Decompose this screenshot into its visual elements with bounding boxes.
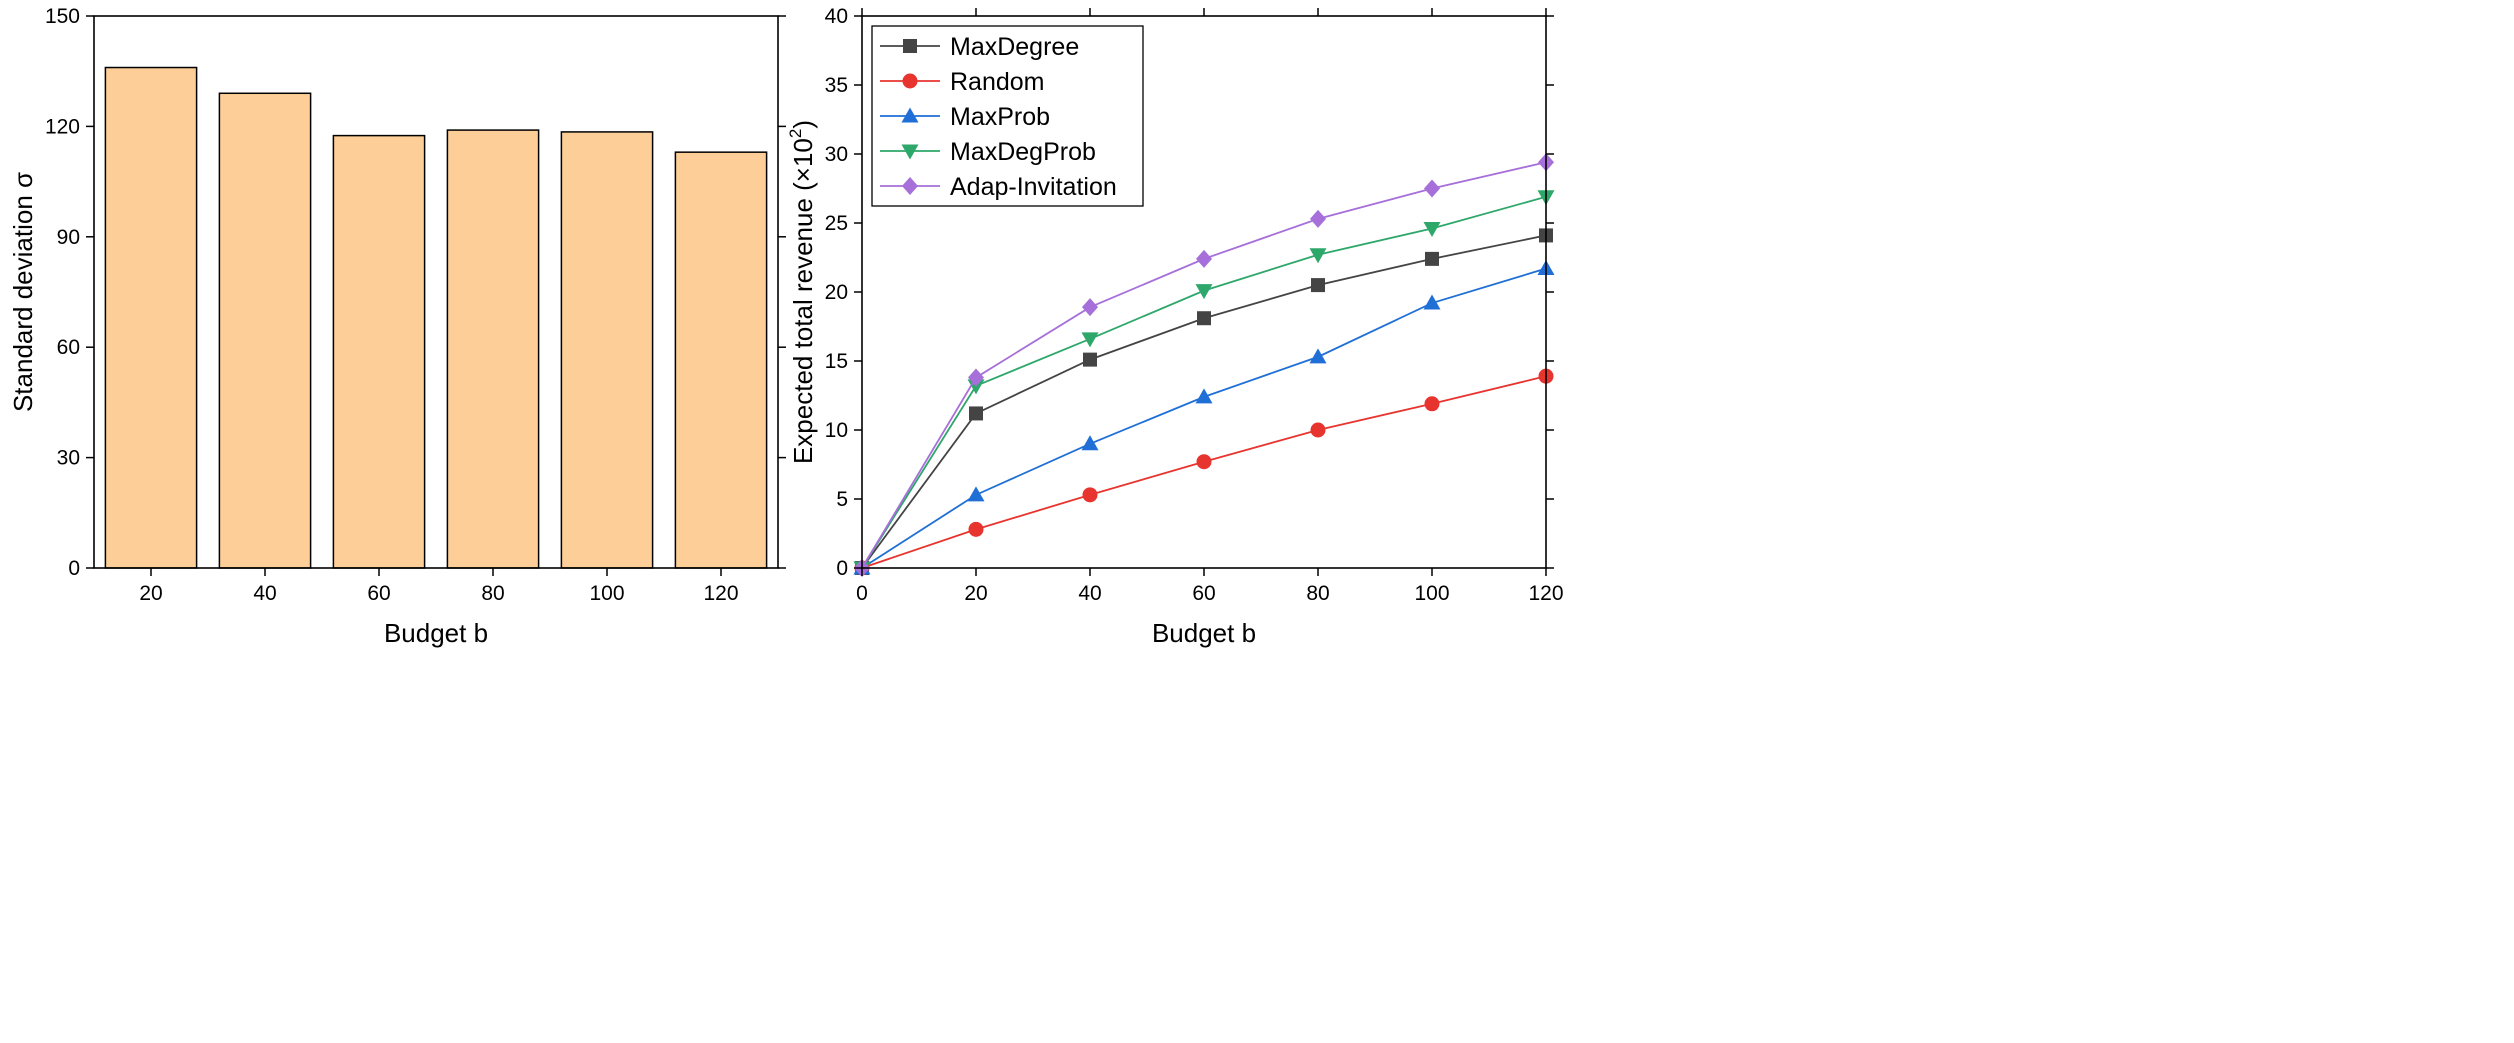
legend-marker bbox=[903, 39, 917, 53]
legend-item-maxdegprob: MaxDegProb bbox=[880, 138, 1096, 166]
legend-marker bbox=[901, 107, 919, 123]
legend-marker bbox=[901, 144, 919, 160]
legend-item-random: Random bbox=[880, 68, 1045, 96]
data-point-random bbox=[1082, 487, 1098, 503]
bar-x-tick-label: 20 bbox=[139, 582, 162, 605]
series-maxdegprob bbox=[853, 190, 1555, 577]
data-point-maxdegree bbox=[1083, 352, 1097, 367]
bar-y-tick-label: 120 bbox=[45, 115, 80, 138]
series-adap-invitation bbox=[854, 153, 1554, 577]
data-point-random bbox=[1310, 422, 1326, 438]
data-point-maxdegprob bbox=[1195, 284, 1213, 300]
data-point-adap-invitation bbox=[1082, 298, 1098, 317]
line-chart: 0 5 10 15 20 25 30 35 40 0 20 40 60 80 100 120 Budget … bbox=[786, 5, 1564, 648]
data-point-maxprob bbox=[1081, 435, 1099, 451]
line-y-tick-label: 40 bbox=[825, 5, 848, 28]
legend-item-maxprob: MaxProb bbox=[880, 103, 1050, 131]
line-y-axis-label: Expected total revenue (×102) bbox=[786, 120, 818, 464]
data-point-maxprob bbox=[1423, 294, 1441, 310]
data-point-maxdegree bbox=[969, 406, 983, 421]
bar-20 bbox=[104, 66, 198, 569]
data-point-maxprob bbox=[1195, 388, 1213, 404]
bar-y-tick-label: 60 bbox=[57, 336, 80, 359]
legend-item-maxdegree: MaxDegree bbox=[880, 33, 1079, 61]
line-x-tick-label: 60 bbox=[1192, 582, 1215, 605]
data-point-maxprob bbox=[967, 486, 985, 502]
bar-x-ticks: 20 40 60 80 100 120 bbox=[139, 568, 739, 605]
data-point-maxdegree bbox=[1311, 278, 1325, 293]
bar-x-tick-label: 120 bbox=[703, 582, 738, 605]
line-y-tick-label: 25 bbox=[825, 212, 848, 235]
bar-y-tick-label: 0 bbox=[68, 557, 80, 580]
line-x-tick-label: 0 bbox=[856, 582, 868, 605]
line-y-tick-label: 30 bbox=[825, 143, 848, 166]
series-random bbox=[854, 368, 1554, 576]
bar-x-tick-label: 80 bbox=[481, 582, 504, 605]
bar-y-tick-label: 90 bbox=[57, 226, 80, 249]
line-y-ticks: 0 5 10 15 20 25 30 35 40 bbox=[825, 5, 1554, 580]
bar-y-tick-label: 30 bbox=[57, 447, 80, 470]
line-y-axis-label-superscript: 2 bbox=[786, 129, 805, 138]
data-point-maxdegprob bbox=[1423, 222, 1441, 238]
line-x-axis-label: Budget b bbox=[1152, 618, 1256, 648]
bar-60 bbox=[332, 134, 426, 569]
data-point-maxdegprob bbox=[1309, 248, 1327, 264]
data-point-maxdegree bbox=[1425, 251, 1439, 266]
data-point-maxdegprob bbox=[1081, 332, 1099, 348]
line-y-tick-label: 5 bbox=[836, 488, 848, 511]
line-series-group bbox=[853, 153, 1555, 577]
line-x-tick-label: 100 bbox=[1414, 582, 1449, 605]
bar-y-ticks: 0 30 60 90 120 150 bbox=[45, 5, 786, 580]
data-point-random bbox=[968, 521, 984, 537]
series-maxprob bbox=[853, 260, 1555, 575]
legend-marker bbox=[902, 73, 918, 89]
line-y-tick-label: 0 bbox=[836, 557, 848, 580]
data-point-adap-invitation bbox=[1310, 209, 1326, 228]
line-y-tick-label: 10 bbox=[825, 419, 848, 442]
bar-80 bbox=[446, 129, 540, 569]
legend-item-adap-invitation: Adap-Invitation bbox=[880, 173, 1117, 201]
data-point-maxdegree bbox=[1197, 311, 1211, 326]
line-x-tick-label: 120 bbox=[1528, 582, 1563, 605]
bar-x-axis-label: Budget b bbox=[384, 618, 488, 648]
data-point-random bbox=[1424, 396, 1440, 412]
line-x-tick-label: 40 bbox=[1078, 582, 1101, 605]
bar-chart-plot-area bbox=[93, 15, 779, 569]
line-y-tick-label: 35 bbox=[825, 74, 848, 97]
data-point-random bbox=[1196, 454, 1212, 470]
series-line-adap-invitation bbox=[861, 161, 1547, 569]
line-y-axis-label-end: ) bbox=[788, 120, 818, 129]
bar-series bbox=[104, 66, 768, 569]
legend-label: MaxDegProb bbox=[950, 138, 1096, 166]
bar-x-tick-label: 100 bbox=[589, 582, 624, 605]
line-y-tick-label: 20 bbox=[825, 281, 848, 304]
data-point-adap-invitation bbox=[968, 368, 984, 387]
line-x-tick-label: 80 bbox=[1306, 582, 1329, 605]
data-point-adap-invitation bbox=[1424, 179, 1440, 198]
bar-x-tick-label: 60 bbox=[367, 582, 390, 605]
bar-120 bbox=[674, 151, 768, 569]
legend-label: MaxProb bbox=[950, 103, 1050, 131]
legend-label: Random bbox=[950, 68, 1045, 96]
legend-items: MaxDegree Random MaxProb MaxDegProb Adap-Inv… bbox=[880, 33, 1117, 201]
bar-x-tick-label: 40 bbox=[253, 582, 276, 605]
legend-marker bbox=[902, 177, 918, 195]
line-y-tick-label: 15 bbox=[825, 350, 848, 373]
bar-chart: 0 30 60 90 120 150 20 40 60 80 100 120 Budget b St… bbox=[8, 5, 786, 648]
line-x-tick-label: 20 bbox=[964, 582, 987, 605]
bar-y-axis-label: Standard deviation σ bbox=[8, 172, 38, 412]
legend-label: MaxDegree bbox=[950, 33, 1079, 61]
bar-y-tick-label: 150 bbox=[45, 5, 80, 28]
bar-100 bbox=[560, 131, 654, 569]
line-y-axis-label-main: Expected total revenue (×10 bbox=[788, 138, 818, 464]
data-point-adap-invitation bbox=[1196, 249, 1212, 268]
line-x-ticks: 0 20 40 60 80 100 120 bbox=[856, 8, 1564, 605]
legend-label: Adap-Invitation bbox=[950, 173, 1117, 201]
legend: MaxDegree Random MaxProb MaxDegProb Adap-Inv… bbox=[871, 25, 1144, 207]
bar-40 bbox=[218, 92, 312, 569]
data-point-maxprob bbox=[1309, 348, 1327, 364]
